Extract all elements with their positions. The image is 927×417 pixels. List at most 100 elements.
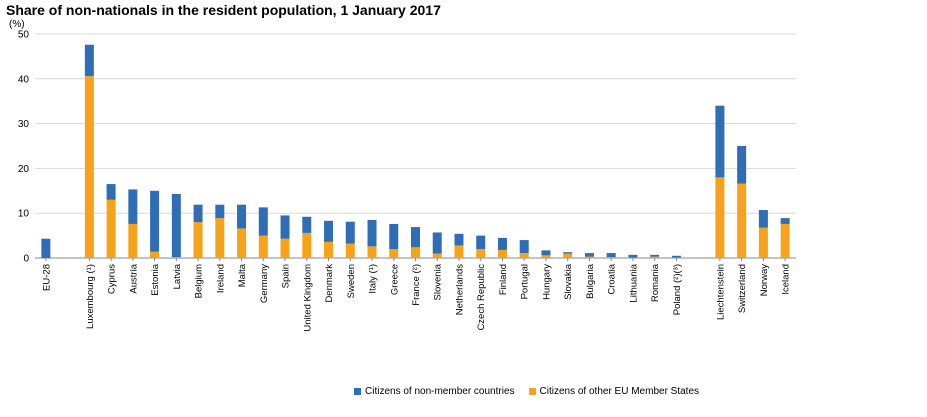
bar-non-member <box>780 218 790 224</box>
bar-eu-member <box>737 183 747 258</box>
bar-eu-member <box>324 241 334 258</box>
bar-eu-member <box>497 249 507 258</box>
bar-non-member <box>715 105 725 178</box>
x-category-label: Bulgaria <box>585 263 596 299</box>
bar-eu-member <box>128 223 138 258</box>
bar-eu-member <box>650 256 660 258</box>
bar-non-member <box>476 235 486 250</box>
bar-eu-member <box>171 257 181 258</box>
bar-non-member <box>302 216 312 233</box>
x-category-label: Finland <box>498 264 509 295</box>
bar-eu-member <box>106 199 116 258</box>
x-category-label: France (²) <box>411 264 422 306</box>
x-category-label: Austria <box>128 263 139 293</box>
x-axis-labels: EU-28 Luxembourg (¹) Cyprus Austria Estonia L… <box>41 258 792 332</box>
bar-eu-member <box>411 247 420 258</box>
bar-eu-member <box>302 232 312 258</box>
bar-non-member <box>628 254 638 258</box>
bar-eu-member <box>584 256 594 258</box>
legend-label-eu-member: Citizens of other EU Member States <box>539 386 700 397</box>
bar-non-member <box>367 219 377 247</box>
bar-eu-member <box>215 218 225 258</box>
x-category-label: Liechtenstein <box>715 264 726 320</box>
x-category-label: Greece <box>389 264 400 295</box>
x-category-label: Estonia <box>150 263 161 295</box>
bar-non-member <box>432 232 442 254</box>
bar-non-member <box>671 255 681 258</box>
legend: Citizens of non-member countries Citizen… <box>354 386 713 397</box>
bar-non-member <box>411 227 420 248</box>
y-tick-label: 20 <box>18 164 30 175</box>
bar-non-member <box>41 238 51 258</box>
x-category-label: Cyprus <box>107 264 118 294</box>
x-category-label: Hungary <box>541 264 552 300</box>
bar-non-member <box>128 189 138 224</box>
bar-non-member <box>324 220 334 242</box>
chart-title: Share of non-nationals in the resident p… <box>6 2 441 18</box>
y-tick-label: 40 <box>18 74 30 85</box>
bar-non-member <box>541 250 551 256</box>
bar-non-member <box>106 184 116 200</box>
bar-eu-member <box>758 227 768 258</box>
bar-non-member <box>280 215 290 239</box>
y-tick-label: 30 <box>18 119 30 130</box>
x-category-label: Luxembourg (¹) <box>85 264 96 329</box>
bar-eu-member <box>258 235 268 258</box>
x-category-label: Poland (²)(³) <box>672 264 683 315</box>
x-category-label: Czech Republic <box>476 264 487 331</box>
x-category-label: Italy (¹) <box>368 264 379 294</box>
x-category-label: Netherlands <box>454 264 465 315</box>
bar-eu-member <box>454 245 464 258</box>
bar-non-member <box>84 44 94 77</box>
x-category-label: Switzerland <box>737 264 748 313</box>
y-tick-label: 50 <box>18 30 30 41</box>
bar-non-member <box>497 237 507 250</box>
bar-eu-member <box>193 222 203 258</box>
bar-non-member <box>215 204 225 219</box>
x-category-label: Latvia <box>172 263 183 289</box>
y-tick-label: 10 <box>18 209 30 220</box>
bar-eu-member <box>606 257 616 258</box>
legend-label-non-member: Citizens of non-member countries <box>365 386 515 397</box>
bar-non-member <box>193 204 203 223</box>
bar-eu-member <box>237 228 247 258</box>
bar-non-member <box>345 221 355 244</box>
x-category-label: Sweden <box>346 264 357 298</box>
x-category-label: Portugal <box>520 264 531 299</box>
bars <box>41 44 790 258</box>
bar-non-member <box>150 190 160 252</box>
x-category-label: Croatia <box>607 263 618 294</box>
bar-eu-member <box>519 253 529 258</box>
y-axis-ticks: 0 10 20 30 40 50 <box>18 30 30 265</box>
x-category-label: Germany <box>259 264 270 303</box>
bar-non-member <box>171 193 181 258</box>
legend-item-non-member: Citizens of non-member countries <box>354 386 515 397</box>
y-tick-label: 0 <box>23 254 29 265</box>
bar-eu-member <box>476 249 486 258</box>
x-category-label: Slovakia <box>563 263 574 300</box>
bar-eu-member <box>150 251 160 258</box>
bar-eu-member <box>345 243 355 258</box>
bar-non-member <box>389 223 399 250</box>
bar-non-member <box>563 252 573 254</box>
bar-eu-member <box>780 223 790 258</box>
gridlines <box>35 33 796 259</box>
x-category-label: Spain <box>281 264 292 288</box>
bar-non-member <box>519 240 529 254</box>
bar-eu-member <box>715 177 725 258</box>
bar-eu-member <box>563 253 573 258</box>
bar-non-member <box>584 253 594 257</box>
bar-non-member <box>737 146 747 184</box>
legend-item-eu-member: Citizens of other EU Member States <box>528 386 700 397</box>
bar-eu-member <box>367 246 377 258</box>
bar-eu-member <box>84 76 94 258</box>
bar-eu-member <box>432 253 442 258</box>
legend-swatch-eu-member <box>528 388 536 395</box>
bar-eu-member <box>389 249 399 258</box>
bar-non-member <box>650 254 660 257</box>
legend-swatch-non-member <box>354 388 361 395</box>
x-category-label: Iceland <box>781 264 792 295</box>
x-category-label: EU-28 <box>41 264 52 291</box>
x-category-label: United Kingdom <box>302 264 313 332</box>
x-category-label: Ireland <box>215 264 226 293</box>
